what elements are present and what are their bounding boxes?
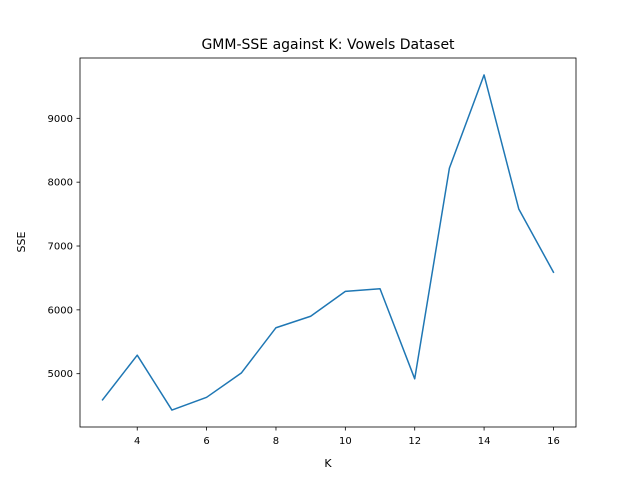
x-axis-label: K (324, 457, 332, 470)
y-axis-label: SSE (15, 231, 28, 252)
axes-frame (79, 57, 577, 428)
plot-area: 4 6 8 10 12 14 16 5000 6000 7000 8000 9000 (48, 57, 577, 447)
y-tick-label: 5000 (48, 369, 73, 380)
y-tick-label: 7000 (48, 242, 73, 253)
chart-title: GMM-SSE against K: Vowels Dataset (201, 37, 455, 53)
x-tick-label: 8 (273, 436, 279, 447)
x-tick-label: 10 (339, 436, 352, 447)
y-tick-label: 6000 (48, 305, 73, 316)
y-tick-label: 8000 (48, 178, 73, 189)
x-tick-label: 6 (203, 436, 209, 447)
y-tick-label: 9000 (48, 114, 73, 125)
x-tick-label: 12 (408, 436, 421, 447)
x-tick-label: 14 (478, 436, 491, 447)
series-line-0 (101, 74, 555, 411)
x-tick-label: 4 (134, 436, 140, 447)
x-tick-label: 16 (547, 436, 560, 447)
